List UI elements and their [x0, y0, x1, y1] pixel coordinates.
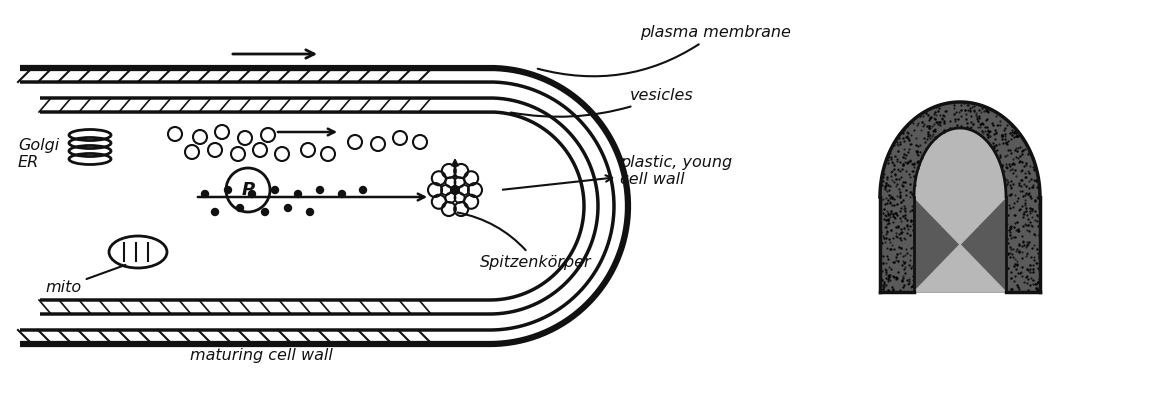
Circle shape — [248, 190, 255, 197]
Circle shape — [262, 208, 268, 215]
Circle shape — [359, 187, 366, 194]
Circle shape — [450, 186, 459, 194]
Text: mito: mito — [44, 265, 125, 295]
Polygon shape — [880, 102, 1040, 292]
Circle shape — [271, 187, 278, 194]
Text: plasma membrane: plasma membrane — [538, 25, 791, 76]
Text: Golgi
ER: Golgi ER — [18, 138, 60, 170]
Polygon shape — [914, 128, 1006, 292]
Text: plastic, young
cell wall: plastic, young cell wall — [503, 154, 732, 190]
Circle shape — [225, 187, 232, 194]
Text: P: P — [241, 181, 255, 199]
Circle shape — [338, 190, 345, 197]
Circle shape — [317, 187, 323, 194]
Circle shape — [295, 190, 302, 197]
Text: maturing cell wall: maturing cell wall — [190, 341, 333, 363]
Text: Spitzenkörper: Spitzenkörper — [457, 213, 592, 270]
Circle shape — [201, 190, 208, 197]
Circle shape — [236, 204, 243, 211]
Circle shape — [212, 208, 219, 215]
Circle shape — [284, 204, 291, 211]
Circle shape — [307, 208, 314, 215]
Text: vesicles: vesicles — [511, 88, 694, 117]
